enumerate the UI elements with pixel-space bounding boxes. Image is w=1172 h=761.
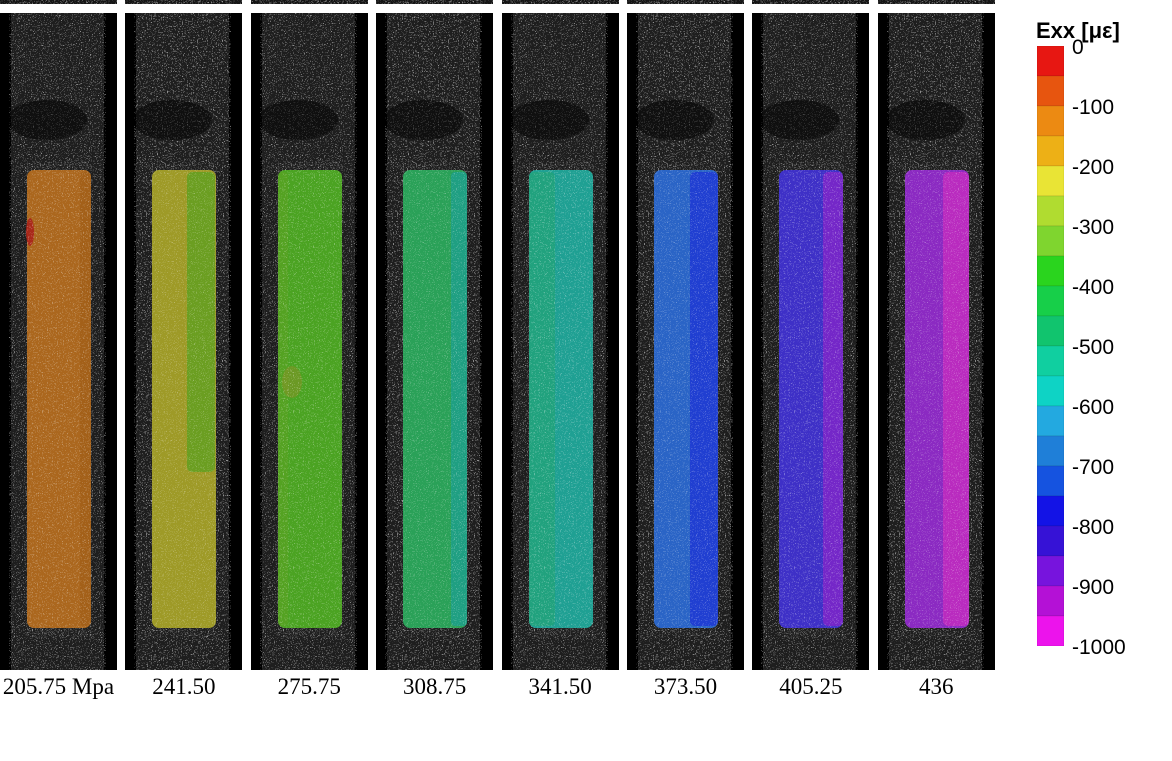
specimen-panel-7 <box>752 0 870 670</box>
grip-shadow <box>257 100 338 140</box>
colorbar-segment <box>1037 525 1064 557</box>
strip-speckle <box>528 170 593 628</box>
colorbar-segment <box>1037 615 1064 646</box>
stress-label: 205.75 Mpa <box>2 674 115 699</box>
strip-speckle <box>403 170 468 628</box>
stress-label: 308.75 <box>403 674 467 699</box>
stress-label-row: 205.75 Mpa 241.50 275.75 308.75 341.50 3… <box>0 674 995 700</box>
colorbar-tick-label: -800 <box>1072 516 1115 539</box>
colorbar-segment <box>1037 375 1064 407</box>
colorbar-segment <box>1037 165 1064 197</box>
colorbar-scale <box>1037 46 1064 646</box>
colorbar-tick-label: -1000 <box>1072 636 1126 659</box>
specimen-panel-6 <box>626 0 744 670</box>
strip-speckle <box>779 170 844 628</box>
colorbar-segment <box>1037 255 1064 287</box>
colorbar-tick-label: -500 <box>1072 336 1115 359</box>
film-edge-speckle <box>376 0 494 4</box>
strip-speckle <box>277 170 342 628</box>
colorbar: Exx [με] 0 -100 -200 -300 -400 <box>1032 18 1172 718</box>
colorbar-segment <box>1037 465 1064 497</box>
grip-shadow <box>759 100 840 140</box>
colorbar-tick-label: 0 <box>1072 36 1084 59</box>
grip-shadow <box>7 100 87 140</box>
colorbar-tick-label: -700 <box>1072 456 1115 479</box>
colorbar-segment <box>1037 225 1064 257</box>
film-edge-speckle <box>125 0 243 4</box>
colorbar-segment <box>1037 46 1064 77</box>
film-edge-speckle <box>250 0 368 4</box>
colorbar-segment <box>1037 105 1064 137</box>
colorbar-segment <box>1037 585 1064 617</box>
film-edge-speckle <box>626 0 744 4</box>
strip-speckle <box>653 170 718 628</box>
grip-shadow <box>383 100 464 140</box>
film-edge-speckle <box>501 0 619 4</box>
colorbar-tick-label: -300 <box>1072 216 1115 239</box>
grip-shadow <box>884 100 965 140</box>
colorbar-segment <box>1037 495 1064 527</box>
strip-speckle <box>152 170 217 628</box>
colorbar-segment <box>1037 195 1064 227</box>
grip-shadow <box>633 100 714 140</box>
stress-label: 275.75 <box>277 674 341 699</box>
film-edge-speckle <box>752 0 870 4</box>
colorbar-tick-label: -600 <box>1072 396 1115 419</box>
colorbar-segment <box>1037 405 1064 437</box>
specimen-panel-5 <box>501 0 619 670</box>
colorbar-tick-label: -900 <box>1072 576 1115 599</box>
specimen-panel-2 <box>125 0 243 670</box>
colorbar-tick-label: -100 <box>1072 96 1115 119</box>
stress-label: 241.50 <box>152 674 216 699</box>
stress-label: 405.25 <box>779 674 843 699</box>
stress-label: 436 <box>918 674 954 699</box>
film-edge-speckle <box>877 0 995 4</box>
colorbar-tick-label: -400 <box>1072 276 1115 299</box>
grip-shadow <box>508 100 589 140</box>
colorbar-tick-label: -200 <box>1072 156 1115 179</box>
specimen-panel-4 <box>376 0 494 670</box>
colorbar-segment <box>1037 285 1064 317</box>
colorbar-segment <box>1037 435 1064 467</box>
strip-speckle <box>27 170 91 628</box>
grip-shadow <box>132 100 213 140</box>
film-edge-speckle <box>0 0 117 4</box>
stress-label: 341.50 <box>528 674 592 699</box>
specimen-panel-8 <box>877 0 995 670</box>
strip-speckle <box>904 170 969 628</box>
specimen-panel-1 <box>0 0 117 670</box>
colorbar-segment <box>1037 75 1064 107</box>
panel-row <box>0 0 995 670</box>
colorbar-segment <box>1037 315 1064 347</box>
stress-label: 373.50 <box>653 674 718 699</box>
colorbar-title: Exx [με] <box>1036 18 1120 43</box>
colorbar-segment <box>1037 135 1064 167</box>
colorbar-segment <box>1037 555 1064 587</box>
specimen-panel-3 <box>250 0 368 670</box>
colorbar-segment <box>1037 345 1064 377</box>
